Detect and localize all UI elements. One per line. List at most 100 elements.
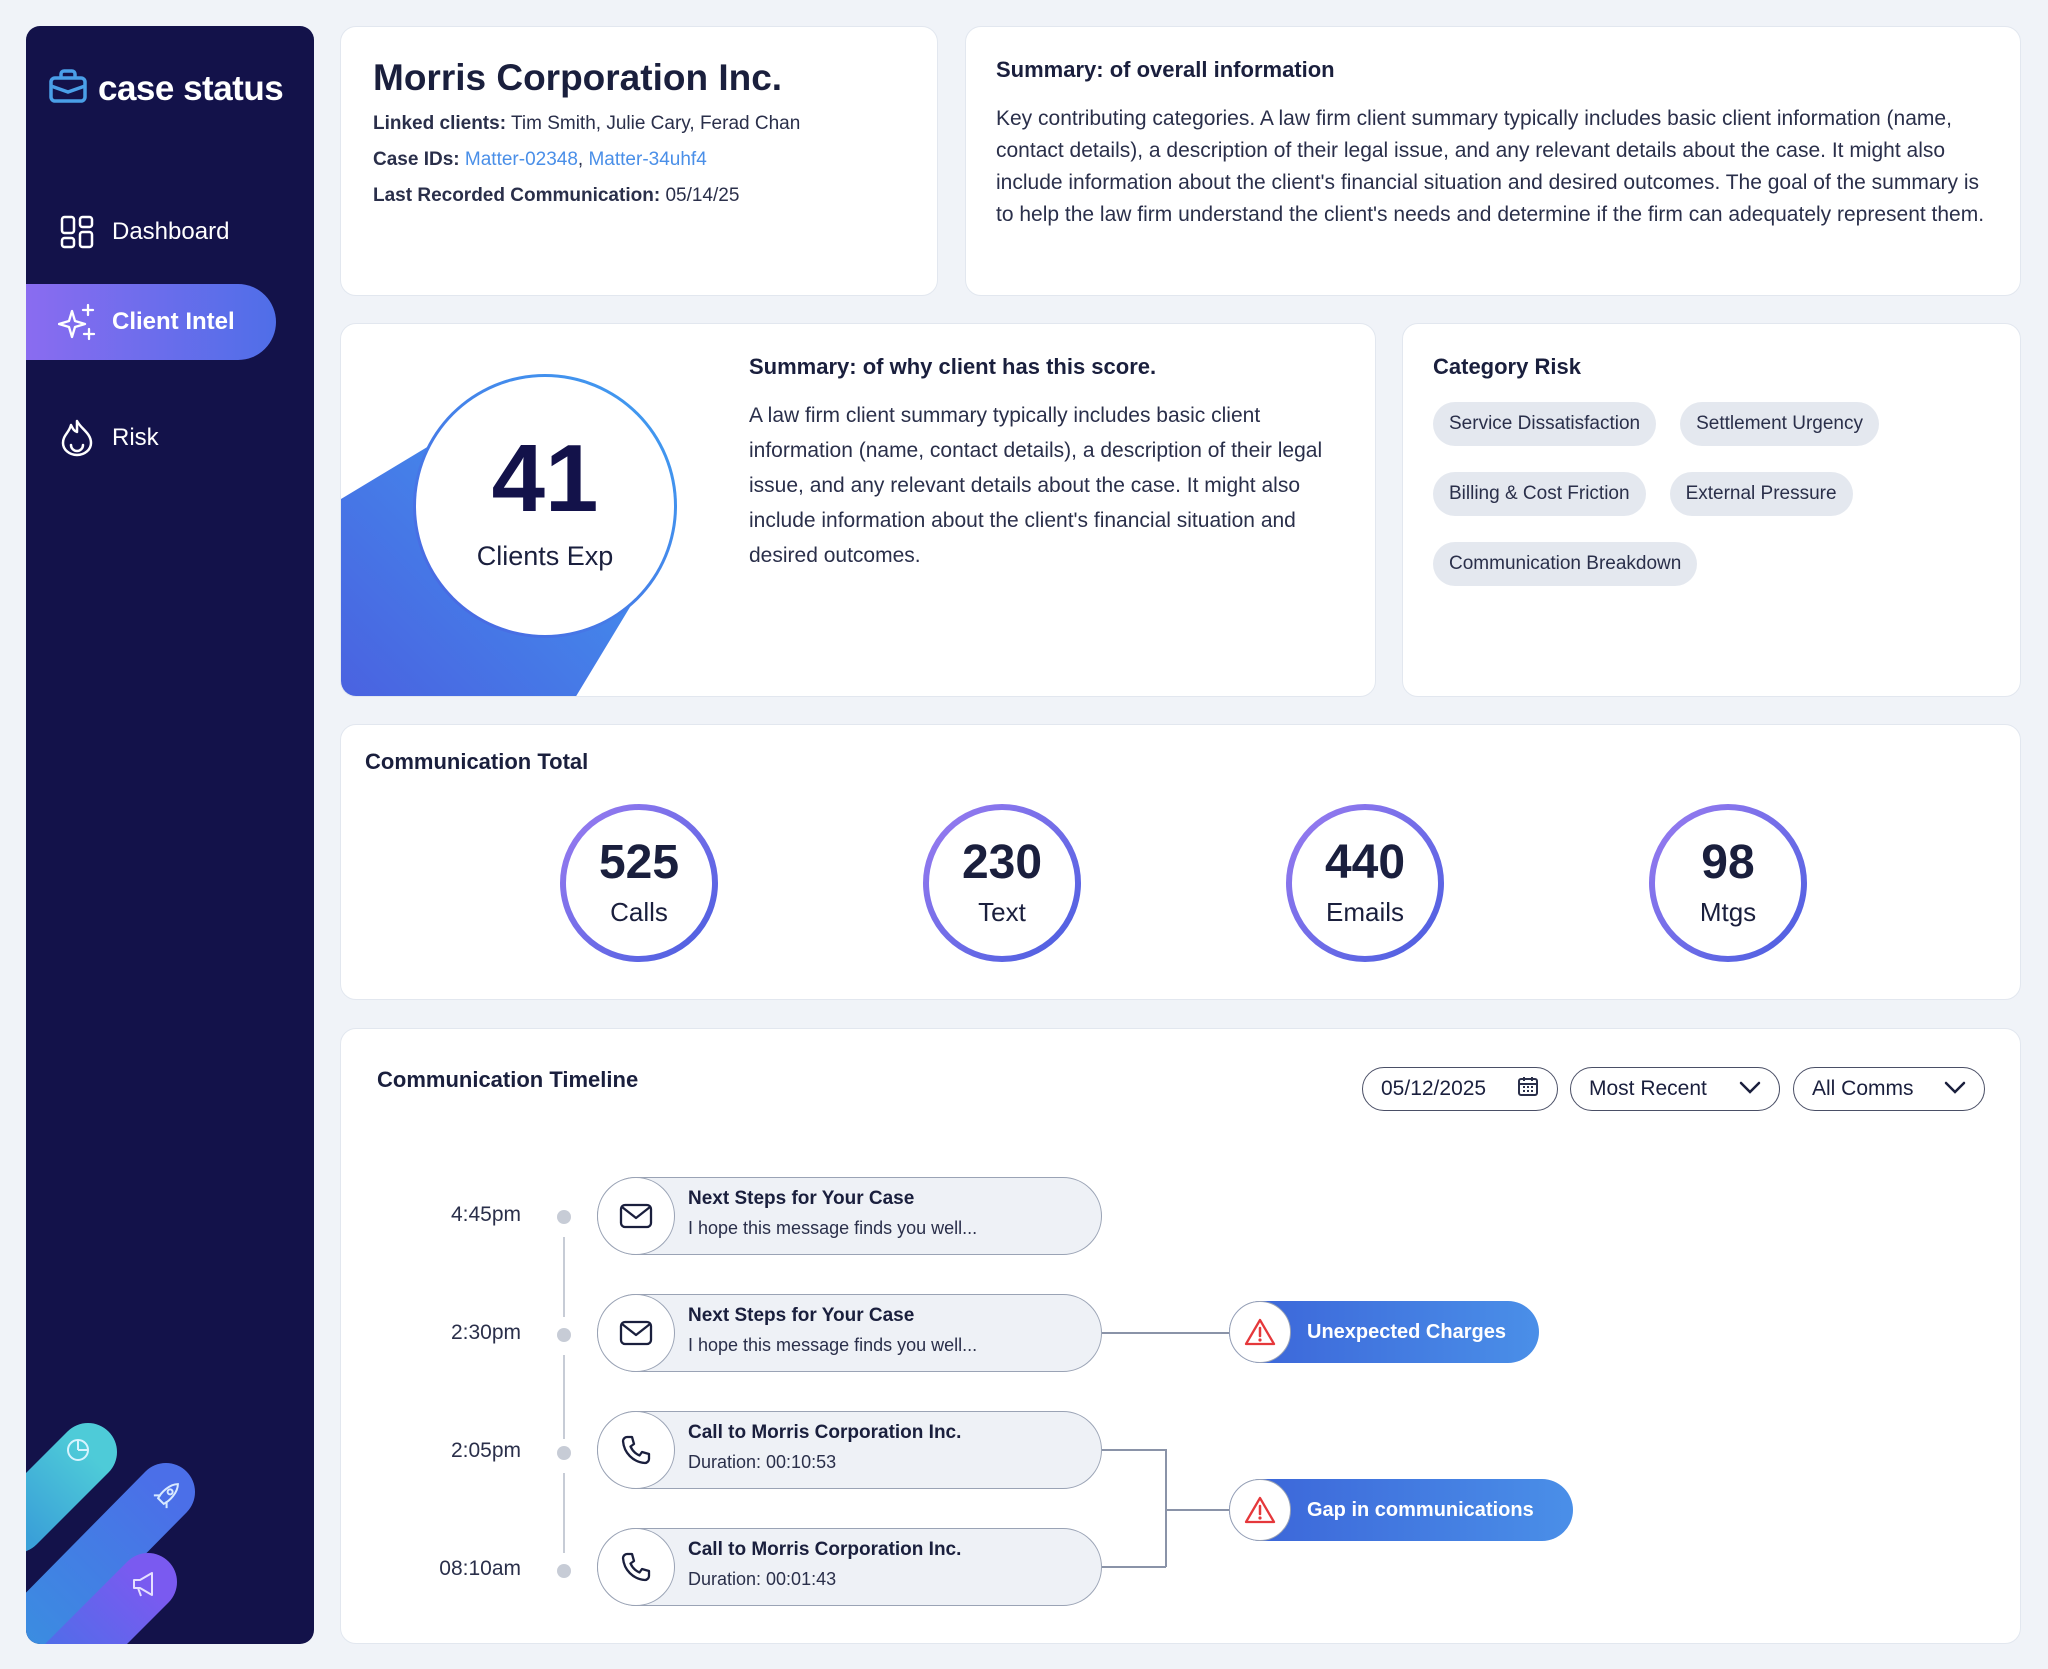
- sidebar-item-client-intel[interactable]: Client Intel: [26, 284, 276, 360]
- sidebar-item-label: Dashboard: [112, 218, 230, 245]
- briefcase-icon: [48, 68, 88, 109]
- timeline-dot: [557, 1328, 571, 1342]
- alert-connector: [1102, 1566, 1166, 1568]
- sort-dropdown-value: Most Recent: [1589, 1077, 1707, 1100]
- warning-icon: [1229, 1301, 1291, 1363]
- timeline-item-subtitle: Duration: 00:10:53: [688, 1452, 837, 1472]
- timeline-title: Communication Timeline: [377, 1067, 639, 1092]
- overall-summary-title: Summary: of overall information: [996, 57, 1335, 82]
- stat-calls: 525 Calls: [557, 801, 721, 965]
- case-ids-label: Case IDs:: [373, 149, 460, 170]
- category-risk-card: Category Risk Service Dissatisfaction Se…: [1402, 323, 2021, 697]
- date-filter[interactable]: 05/12/2025: [1362, 1067, 1558, 1111]
- stat-value: 98: [1701, 835, 1755, 889]
- timeline-item-subtitle: Duration: 00:01:43: [688, 1569, 837, 1589]
- timeline-time: 4:45pm: [450, 1203, 521, 1226]
- sidebar-item-dashboard[interactable]: Dashboard: [26, 194, 276, 270]
- envelope-icon: [597, 1294, 675, 1372]
- communication-total-card: Communication Total 525 Calls 230 Text 440…: [340, 724, 2021, 1000]
- communication-timeline-card: Communication Timeline 05/12/2025 Most R…: [340, 1028, 2021, 1644]
- stat-meetings: 98 Mtgs: [1646, 801, 1810, 965]
- case-id-link[interactable]: Matter-34uhf4: [588, 149, 707, 170]
- sidebar-item-label: Client Intel: [112, 308, 235, 335]
- timeline-line: [563, 1237, 565, 1317]
- pie-chart-icon: [67, 1439, 89, 1461]
- risk-tag[interactable]: Settlement Urgency: [1680, 402, 1879, 446]
- chevron-down-icon: [1944, 1077, 1966, 1101]
- risk-tags: Service Dissatisfaction Settlement Urgen…: [1433, 402, 1953, 586]
- timeline-time: 08:10am: [439, 1557, 521, 1580]
- type-dropdown[interactable]: All Comms: [1793, 1067, 1985, 1111]
- alert-label: Unexpected Charges: [1307, 1320, 1506, 1343]
- timeline-item-title: Call to Morris Corporation Inc.: [688, 1422, 962, 1443]
- stat-label: Emails: [1325, 896, 1404, 927]
- timeline-item-title: Call to Morris Corporation Inc.: [688, 1539, 962, 1560]
- risk-tag[interactable]: Communication Breakdown: [1433, 542, 1698, 586]
- timeline-item[interactable]: Call to Morris Corporation Inc. Duration…: [597, 1528, 1102, 1606]
- alert-connector: [1102, 1332, 1232, 1334]
- timeline-item[interactable]: Next Steps for Your Case I hope this mes…: [597, 1294, 1102, 1372]
- calendar-icon: [1517, 1075, 1539, 1103]
- timeline-item-subtitle: I hope this message finds you well...: [688, 1335, 978, 1355]
- risk-tag[interactable]: Service Dissatisfaction: [1433, 402, 1657, 446]
- case-id-separator: ,: [577, 149, 584, 170]
- sidebar-item-label: Risk: [112, 424, 159, 451]
- last-communication-label: Last Recorded Communication:: [373, 185, 661, 206]
- rocket-icon: [153, 1483, 179, 1509]
- timeline-item-title: Next Steps for Your Case: [688, 1305, 915, 1326]
- risk-tag[interactable]: Billing & Cost Friction: [1433, 472, 1646, 516]
- warning-icon: [1229, 1479, 1291, 1541]
- sidebar-item-risk[interactable]: Risk: [26, 400, 276, 476]
- linked-clients: Linked clients: Tim Smith, Julie Cary, F…: [373, 113, 905, 135]
- score-card: 41 Clients Exp Summary: of why client ha…: [340, 323, 1376, 697]
- case-id-link[interactable]: Matter-02348: [464, 149, 578, 170]
- stat-value: 230: [961, 835, 1043, 889]
- timeline-item[interactable]: Next Steps for Your Case I hope this mes…: [597, 1177, 1102, 1255]
- case-ids: Case IDs: Matter-02348, Matter-34uhf4: [373, 149, 905, 171]
- risk-tag[interactable]: External Pressure: [1669, 472, 1853, 516]
- grid-icon: [58, 213, 96, 251]
- timeline-dot: [557, 1564, 571, 1578]
- stat-label: Mtgs: [1699, 896, 1757, 927]
- stat-emails: 440 Emails: [1283, 801, 1447, 965]
- category-risk-title: Category Risk: [1433, 354, 1581, 379]
- timeline-dot: [557, 1446, 571, 1460]
- overall-summary-card: Summary: of overall information Key cont…: [965, 26, 2021, 296]
- timeline-item[interactable]: Call to Morris Corporation Inc. Duration…: [597, 1411, 1102, 1489]
- stat-text: 230 Text: [920, 801, 1084, 965]
- envelope-icon: [597, 1177, 675, 1255]
- timeline-dot: [557, 1210, 571, 1224]
- timeline-time: 2:30pm: [450, 1321, 521, 1344]
- flame-icon: [58, 419, 96, 457]
- client-name: Morris Corporation Inc.: [373, 57, 783, 98]
- date-filter-value: 05/12/2025: [1381, 1077, 1487, 1100]
- decor-stripe-2: [26, 1463, 195, 1644]
- alert-unexpected-charges[interactable]: Unexpected Charges: [1229, 1301, 1539, 1363]
- sort-dropdown[interactable]: Most Recent: [1570, 1067, 1780, 1111]
- alert-label: Gap in communications: [1307, 1498, 1534, 1521]
- phone-icon: [597, 1411, 675, 1489]
- app-logo[interactable]: case status: [48, 68, 284, 109]
- score-summary-title: Summary: of why client has this score.: [749, 354, 1157, 379]
- sidebar-decoration: [26, 1423, 195, 1644]
- alert-gap-in-communications[interactable]: Gap in communications: [1229, 1479, 1573, 1541]
- timeline-line: [563, 1473, 565, 1553]
- alert-connector: [1165, 1509, 1231, 1511]
- alert-connector: [1165, 1449, 1167, 1567]
- last-communication-value: 05/14/25: [665, 185, 740, 206]
- alert-connector: [1102, 1449, 1166, 1451]
- score-value: 41: [491, 424, 599, 532]
- score-label: Clients Exp: [476, 540, 614, 571]
- overall-summary-text: Key contributing categories. A law firm …: [996, 107, 1985, 226]
- stat-value: 440: [1324, 835, 1406, 889]
- sidebar: case status Dashboard Client Intel Risk: [26, 26, 314, 1644]
- decor-stripe-1: [26, 1423, 117, 1551]
- type-dropdown-value: All Comms: [1812, 1077, 1914, 1100]
- timeline-item-title: Next Steps for Your Case: [688, 1188, 915, 1209]
- score-circle: 41 Clients Exp: [416, 377, 674, 635]
- stat-label: Text: [978, 896, 1026, 927]
- chevron-down-icon: [1739, 1077, 1761, 1101]
- score-summary-text: A law firm client summary typically incl…: [749, 404, 1323, 567]
- timeline-line: [563, 1355, 565, 1439]
- app-logo-text: case status: [98, 68, 284, 108]
